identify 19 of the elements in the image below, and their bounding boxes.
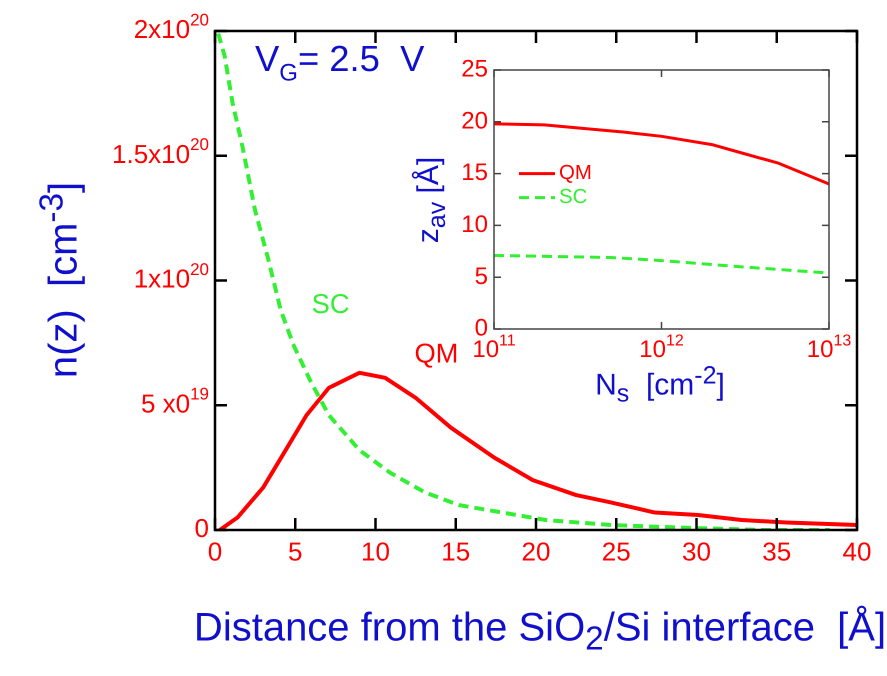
x-axis-title: Distance from the SiO$_{2}$/Si interface [Å] <box>194 606 886 658</box>
y-tick-label: 0 <box>194 513 210 544</box>
x-tick-label: 10 <box>361 536 390 567</box>
x-tick-label: 5 <box>288 536 302 567</box>
x-tick-label: 35 <box>762 536 792 567</box>
legend-label: SC <box>559 186 588 208</box>
x-axis-title: N$_{s}$ [cm$^{-2}$] <box>595 362 725 408</box>
x-tick-label: 40 <box>842 536 872 567</box>
x-tick-label: 30 <box>682 536 711 567</box>
y-tick-label: 20 <box>461 107 488 134</box>
series-label: QM <box>414 337 458 368</box>
x-tick-label: 25 <box>602 536 631 567</box>
series-label: SC <box>312 288 350 319</box>
y-tick-label: 5 <box>474 262 488 290</box>
x-tick-label: 20 <box>522 536 550 567</box>
legend-label: QM <box>559 162 592 184</box>
y-tick-label: 15 <box>461 159 488 186</box>
y-tick-label: 10 <box>461 211 488 238</box>
y-tick-label: 25 <box>461 56 488 83</box>
